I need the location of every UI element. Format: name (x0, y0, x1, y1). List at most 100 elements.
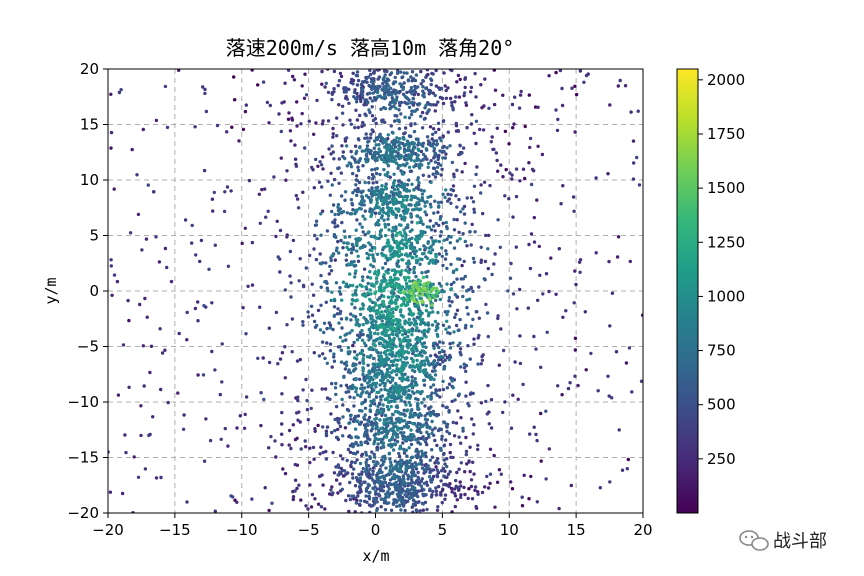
scatter-point (392, 466, 395, 469)
scatter-point (406, 488, 409, 491)
scatter-point (372, 399, 375, 402)
scatter-point (352, 248, 355, 251)
scatter-point (430, 303, 433, 306)
scatter-point (390, 332, 393, 335)
scatter-point (360, 329, 363, 332)
scatter-point (371, 253, 374, 256)
scatter-point (333, 305, 336, 308)
scatter-point (435, 287, 438, 290)
scatter-point (396, 72, 399, 75)
scatter-point (539, 366, 542, 369)
scatter-point (378, 317, 381, 320)
scatter-point (464, 381, 467, 384)
scatter-point (377, 304, 380, 307)
scatter-point (361, 307, 364, 310)
scatter-point (381, 300, 384, 303)
scatter-point (423, 363, 426, 366)
scatter-point (507, 142, 510, 145)
scatter-point (515, 167, 518, 170)
scatter-point (315, 220, 318, 223)
scatter-point (429, 219, 432, 222)
scatter-point (513, 96, 516, 99)
scatter-point (366, 140, 369, 143)
scatter-point (370, 282, 373, 285)
scatter-point (335, 405, 338, 408)
scatter-point (463, 470, 466, 473)
scatter-point (380, 184, 383, 187)
scatter-point (512, 122, 515, 125)
scatter-point (398, 101, 401, 104)
scatter-point (287, 118, 290, 121)
scatter-point (400, 399, 403, 402)
scatter-point (441, 135, 444, 138)
scatter-point (574, 337, 577, 340)
scatter-point (354, 427, 357, 430)
scatter-point (356, 353, 359, 356)
scatter-point (472, 208, 475, 211)
scatter-point (299, 257, 302, 260)
scatter-point (131, 148, 134, 151)
scatter-point (362, 316, 365, 319)
scatter-point (424, 87, 427, 90)
scatter-point (395, 240, 398, 243)
scatter-point (196, 300, 199, 303)
scatter-point (411, 422, 414, 425)
scatter-point (412, 299, 415, 302)
scatter-point (432, 211, 435, 214)
scatter-point (330, 431, 333, 434)
scatter-point (377, 271, 380, 274)
scatter-point (280, 156, 283, 159)
scatter-point (308, 254, 311, 257)
scatter-point (384, 225, 387, 228)
scatter-point (458, 393, 461, 396)
scatter-point (161, 351, 164, 354)
scatter-point (396, 428, 399, 431)
scatter-point (378, 482, 381, 485)
scatter-point (396, 493, 399, 496)
scatter-point (305, 93, 308, 96)
scatter-point (416, 406, 419, 409)
scatter-point (405, 298, 408, 301)
scatter-point (361, 164, 364, 167)
scatter-point (398, 137, 401, 140)
scatter-point (425, 309, 428, 312)
scatter-point (343, 236, 346, 239)
scatter-point (408, 446, 411, 449)
scatter-point (119, 88, 122, 91)
scatter-point (423, 204, 426, 207)
scatter-point (429, 181, 432, 184)
scatter-point (410, 333, 413, 336)
scatter-point (311, 493, 314, 496)
scatter-point (511, 126, 514, 129)
scatter-point (398, 330, 401, 333)
scatter-point (220, 380, 223, 383)
scatter-point (599, 486, 602, 489)
scatter-point (392, 448, 395, 451)
scatter-point (372, 357, 375, 360)
scatter-point (403, 150, 406, 153)
scatter-point (464, 86, 467, 89)
colorbar-tick-label: 1250 (707, 233, 745, 251)
scatter-point (409, 428, 412, 431)
scatter-point (342, 281, 345, 284)
scatter-point (327, 147, 330, 150)
scatter-point (152, 190, 155, 193)
scatter-point (279, 357, 282, 360)
scatter-point (397, 255, 400, 258)
scatter-point (312, 458, 315, 461)
scatter-point (375, 396, 378, 399)
scatter-point (401, 195, 404, 198)
scatter-point (434, 320, 437, 323)
scatter-point (396, 119, 399, 122)
scatter-point (423, 189, 426, 192)
scatter-point (493, 252, 496, 255)
scatter-point (470, 286, 473, 289)
scatter-point (395, 192, 398, 195)
scatter-point (429, 205, 432, 208)
scatter-point (462, 486, 465, 489)
scatter-point (382, 460, 385, 463)
scatter-point (404, 330, 407, 333)
scatter-point (336, 473, 339, 476)
scatter-point (448, 296, 451, 299)
scatter-point (347, 242, 350, 245)
